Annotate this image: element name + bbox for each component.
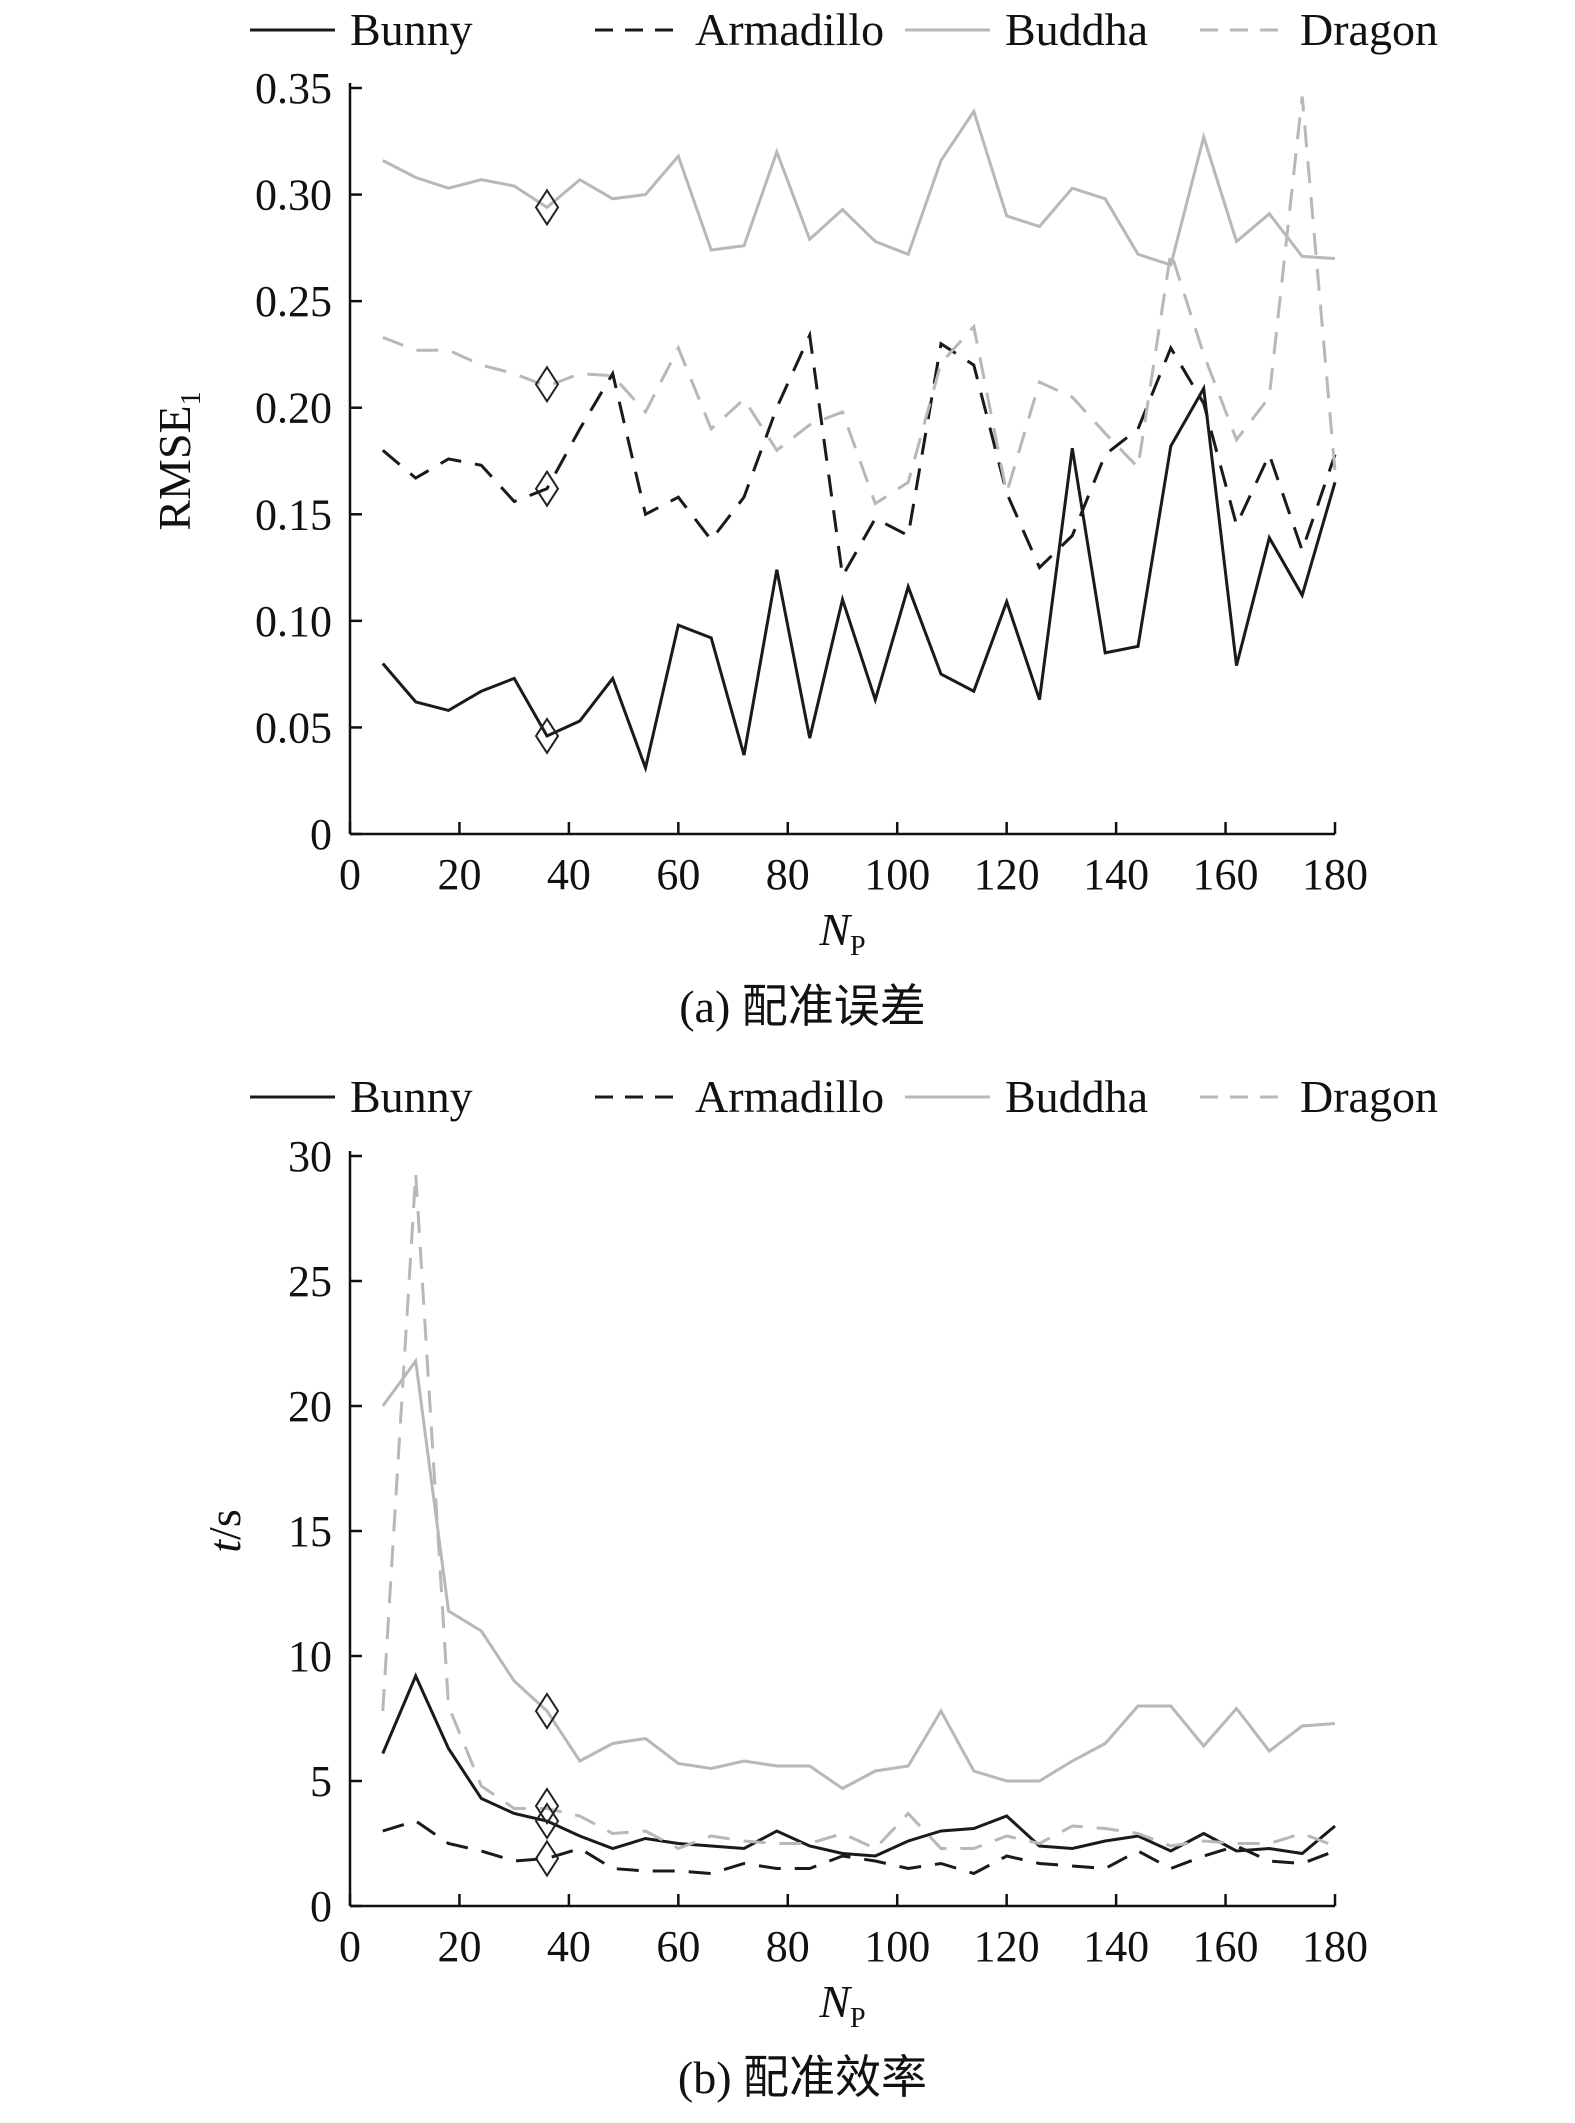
- series-line-dragon: [382, 96, 1337, 506]
- x-axis-title-main: N: [818, 904, 852, 955]
- x-tick-label: 100: [864, 850, 930, 899]
- y-tick-label: 0.20: [255, 384, 332, 433]
- marker-armadillo: [534, 1839, 560, 1878]
- x-tick-label: 20: [437, 1922, 481, 1971]
- x-tick-label: 80: [766, 850, 810, 899]
- x-tick-label: 80: [766, 1922, 810, 1971]
- series-line-buddha: [382, 107, 1336, 267]
- y-tick-label: 5: [310, 1757, 332, 1806]
- x-tick-label: 120: [974, 1922, 1040, 1971]
- legend-item-buddha: Buddha: [905, 1071, 1148, 1122]
- y-tick-label: 0.30: [255, 171, 332, 220]
- y-axis-title-main: RMSE: [149, 405, 200, 530]
- legend-label: Armadillo: [695, 1071, 884, 1122]
- legend-item-dragon: Dragon: [1200, 1071, 1438, 1122]
- x-axis-title-main: N: [818, 1976, 852, 2027]
- x-tick-label: 60: [656, 1922, 700, 1971]
- legend-label: Bunny: [350, 4, 473, 55]
- x-tick-label: 60: [656, 850, 700, 899]
- x-axis-title: NP: [818, 904, 865, 962]
- y-tick-label: 20: [288, 1382, 332, 1431]
- chart-b: Bunny Armadillo Buddha Dragon 0 5 10 15 20 25 30 0 2…: [199, 1071, 1438, 2103]
- marker-buddha: [534, 1692, 560, 1730]
- y-axis-title: RMSE1: [149, 391, 207, 530]
- y-tick-label: 0: [310, 810, 332, 859]
- legend-item-bunny: Bunny: [250, 1071, 473, 1122]
- y-tick-label: 0: [310, 1882, 332, 1931]
- x-tick-label: 120: [974, 850, 1040, 899]
- legend-item-buddha: Buddha: [905, 4, 1148, 55]
- x-tick-label: 0: [339, 1922, 361, 1971]
- x-tick-label: 180: [1302, 1922, 1368, 1971]
- series-line-armadillo: [381, 329, 1337, 581]
- x-tick-label: 160: [1193, 1922, 1259, 1971]
- y-axis-title: t/s: [199, 1509, 250, 1552]
- legend-label: Buddha: [1005, 1071, 1148, 1122]
- x-tick-label: 100: [864, 1922, 930, 1971]
- series-line-dragon: [381, 1173, 1336, 1851]
- y-tick-label: 0.25: [255, 277, 332, 326]
- y-axis-title-sub: 1: [176, 391, 207, 405]
- series-line-armadillo: [382, 1819, 1336, 1876]
- marker-armadillo: [534, 469, 560, 508]
- legend: Bunny Armadillo Buddha Dragon: [250, 4, 1438, 55]
- y-axis-title-unit: /s: [199, 1509, 250, 1540]
- series-line-buddha: [381, 1357, 1336, 1791]
- marker-bunny: [534, 1802, 560, 1840]
- legend: Bunny Armadillo Buddha Dragon: [250, 1071, 1438, 1122]
- legend-item-armadillo: Armadillo: [595, 4, 884, 55]
- x-tick-label: 0: [339, 850, 361, 899]
- x-tick-label: 40: [547, 1922, 591, 1971]
- x-tick-label: 160: [1193, 850, 1259, 899]
- series-line-bunny: [381, 1672, 1336, 1858]
- legend-label: Bunny: [350, 1071, 473, 1122]
- y-tick-label: 10: [288, 1632, 332, 1681]
- x-tick-label: 140: [1083, 850, 1149, 899]
- y-axis-title-main: t: [199, 1539, 250, 1553]
- legend-label: Buddha: [1005, 4, 1148, 55]
- legend-label: Dragon: [1300, 4, 1438, 55]
- y-tick-label: 0.05: [255, 703, 332, 752]
- x-axis-title-sub: P: [850, 2003, 866, 2034]
- y-tick-label: 0.15: [255, 490, 332, 539]
- y-tick-label: 25: [288, 1257, 332, 1306]
- legend-label: Armadillo: [695, 4, 884, 55]
- marker-bunny: [534, 717, 560, 755]
- marker-buddha: [534, 188, 560, 227]
- x-axis-title: NP: [818, 1976, 865, 2034]
- x-tick-label: 40: [547, 850, 591, 899]
- marker-dragon: [534, 1787, 560, 1825]
- y-tick-label: 15: [288, 1507, 332, 1556]
- legend-item-dragon: Dragon: [1200, 4, 1438, 55]
- x-axis-title-sub: P: [850, 931, 866, 962]
- chart-a: Bunny Armadillo Buddha Dragon 0 0.05 0.10 0.15 0…: [149, 4, 1438, 1032]
- y-tick-label: 0.10: [255, 597, 332, 646]
- y-tick-label: 0.35: [255, 64, 332, 113]
- legend-label: Dragon: [1300, 1071, 1438, 1122]
- x-tick-label: 180: [1302, 850, 1368, 899]
- x-tick-label: 140: [1083, 1922, 1149, 1971]
- legend-item-armadillo: Armadillo: [595, 1071, 884, 1122]
- legend-item-bunny: Bunny: [250, 4, 473, 55]
- marker-dragon: [534, 365, 560, 404]
- y-tick-label: 30: [288, 1132, 332, 1181]
- caption: (b) 配准效率: [678, 2052, 927, 2103]
- caption: (a) 配准误差: [679, 981, 926, 1032]
- series-line-bunny: [381, 383, 1337, 774]
- x-tick-label: 20: [437, 850, 481, 899]
